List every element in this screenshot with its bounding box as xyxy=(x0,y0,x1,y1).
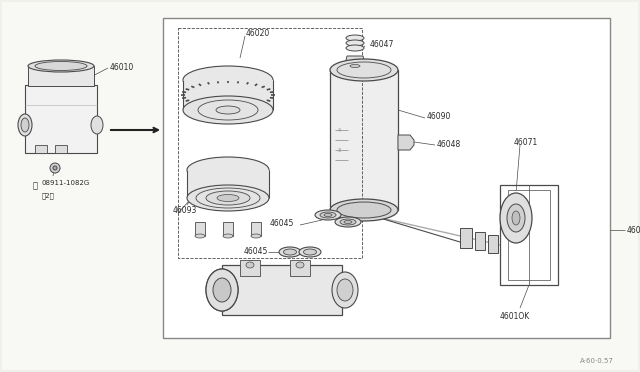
Text: 46020: 46020 xyxy=(246,29,270,38)
Text: 3: 3 xyxy=(338,148,341,153)
Ellipse shape xyxy=(246,262,254,268)
Bar xyxy=(195,222,205,236)
Polygon shape xyxy=(398,135,414,150)
Bar xyxy=(251,222,261,236)
Ellipse shape xyxy=(335,217,361,227)
Ellipse shape xyxy=(183,96,273,124)
Ellipse shape xyxy=(284,249,296,255)
Text: 4: 4 xyxy=(338,128,341,133)
Text: 46047: 46047 xyxy=(370,40,394,49)
Ellipse shape xyxy=(324,214,332,217)
Ellipse shape xyxy=(330,199,398,221)
Bar xyxy=(240,260,260,276)
Ellipse shape xyxy=(330,59,398,81)
Ellipse shape xyxy=(340,219,356,225)
Ellipse shape xyxy=(216,106,240,114)
Ellipse shape xyxy=(195,234,205,238)
Polygon shape xyxy=(345,56,365,64)
Ellipse shape xyxy=(223,234,233,238)
Ellipse shape xyxy=(206,191,250,205)
Bar xyxy=(223,222,233,236)
Ellipse shape xyxy=(350,64,360,67)
Ellipse shape xyxy=(213,278,231,302)
Bar xyxy=(475,232,485,250)
Ellipse shape xyxy=(337,279,353,301)
Ellipse shape xyxy=(21,118,29,132)
Ellipse shape xyxy=(35,61,87,71)
Ellipse shape xyxy=(53,166,57,170)
Bar xyxy=(187,170,269,198)
Text: 46090: 46090 xyxy=(427,112,451,121)
Ellipse shape xyxy=(279,247,301,257)
Bar xyxy=(330,70,398,210)
Text: 46048: 46048 xyxy=(437,140,461,149)
Ellipse shape xyxy=(299,247,321,257)
Ellipse shape xyxy=(500,193,532,243)
Ellipse shape xyxy=(346,45,364,51)
Bar xyxy=(290,260,310,276)
Bar xyxy=(25,85,97,153)
Ellipse shape xyxy=(251,234,261,238)
Ellipse shape xyxy=(296,262,304,268)
Text: 46093: 46093 xyxy=(173,206,197,215)
Ellipse shape xyxy=(91,116,103,134)
Text: 4601OK: 4601OK xyxy=(500,312,531,321)
Text: 46010: 46010 xyxy=(627,226,640,235)
Bar xyxy=(55,145,67,153)
Text: （2）: （2） xyxy=(42,192,55,199)
Bar xyxy=(183,80,273,110)
Ellipse shape xyxy=(346,40,364,46)
Ellipse shape xyxy=(315,210,341,220)
Bar xyxy=(35,145,47,153)
Text: 46045: 46045 xyxy=(244,247,268,256)
Bar xyxy=(460,228,472,248)
Ellipse shape xyxy=(332,272,358,308)
Text: 46010: 46010 xyxy=(110,63,134,72)
Ellipse shape xyxy=(187,185,269,211)
Ellipse shape xyxy=(347,64,363,68)
Text: 46071: 46071 xyxy=(514,138,538,147)
Ellipse shape xyxy=(212,277,232,303)
Bar xyxy=(488,235,498,253)
Bar xyxy=(178,28,362,258)
Text: 46045: 46045 xyxy=(270,219,294,228)
Ellipse shape xyxy=(320,212,336,218)
Ellipse shape xyxy=(28,60,94,72)
Bar xyxy=(508,190,550,280)
Text: 08911-1082G: 08911-1082G xyxy=(42,180,90,186)
Ellipse shape xyxy=(303,249,317,255)
Ellipse shape xyxy=(206,269,238,311)
Ellipse shape xyxy=(337,202,391,218)
Ellipse shape xyxy=(18,114,32,136)
Ellipse shape xyxy=(50,163,60,173)
Ellipse shape xyxy=(206,269,238,311)
Bar xyxy=(222,265,342,315)
Bar xyxy=(28,66,94,86)
Text: A·60·0.57: A·60·0.57 xyxy=(580,358,614,364)
Ellipse shape xyxy=(507,204,525,232)
Text: Ⓝ: Ⓝ xyxy=(33,181,38,190)
Ellipse shape xyxy=(512,211,520,225)
Ellipse shape xyxy=(344,221,352,224)
Bar xyxy=(500,185,558,285)
Ellipse shape xyxy=(183,66,273,94)
Ellipse shape xyxy=(187,157,269,183)
Ellipse shape xyxy=(217,195,239,202)
Ellipse shape xyxy=(346,35,364,41)
Bar xyxy=(163,18,610,338)
